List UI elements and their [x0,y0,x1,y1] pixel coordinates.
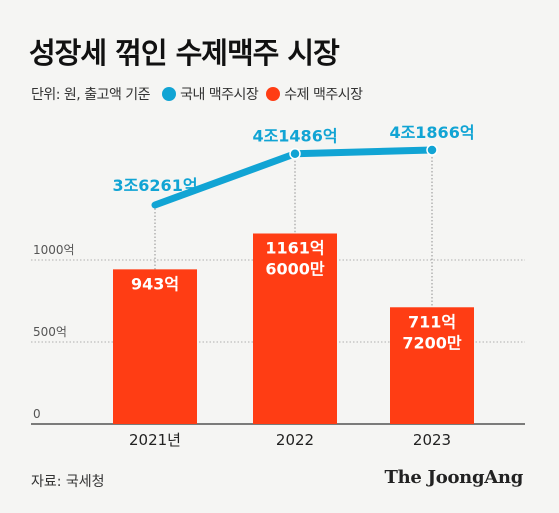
legend-dot-craft [266,87,281,101]
bar-0 [113,269,197,424]
legend-item-craft: 수제 맥주시장 [262,84,363,104]
legend-label-domestic: 국내 맥주시장 [180,87,259,103]
x-tick-label-2: 2023 [413,431,451,449]
x-tick-label-1: 2022 [276,431,314,449]
legend-label-craft: 수제 맥주시장 [284,87,363,103]
y-tick-label-500: 500억 [33,325,67,339]
line-label-0: 3조6261억 [112,176,197,195]
line-label-2: 4조1866억 [389,123,474,142]
unit-label: 단위: 원, 출고액 기준 [31,87,151,103]
line-point-1 [289,147,301,160]
bar-label-2-0: 711억 [408,312,456,331]
source-note: 자료: 국세청 [31,474,105,490]
line-label-1: 4조1486억 [252,127,337,146]
bar-label-1-0: 1161억 [265,238,324,257]
y-tick-label-0: 0 [33,407,41,421]
bar-label-1-1: 6000만 [265,259,325,278]
publisher-logo: The JoongAng [384,467,524,488]
y-tick-label-1000: 1000억 [33,243,75,257]
legend-item-domestic: 국내 맥주시장 [158,84,259,104]
bar-label-0-0: 943억 [131,274,179,293]
chart-title: 성장세 꺾인 수제맥주 시장 [29,36,340,70]
line-point-2 [426,144,438,156]
bar-1 [253,233,337,424]
bar-label-2-1: 7200만 [402,333,462,352]
legend: 단위: 원, 출고액 기준 국내 맥주시장 수제 맥주시장 [31,84,367,104]
legend-dot-domestic [162,87,177,101]
x-tick-label-0: 2021년 [129,431,181,449]
bar-2 [390,307,474,424]
